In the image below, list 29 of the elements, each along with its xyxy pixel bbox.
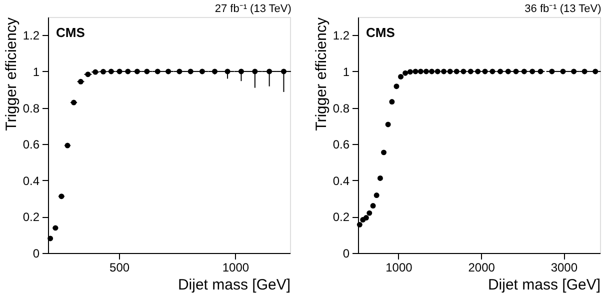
y-tick-label: 1 xyxy=(342,64,350,79)
chart-title: 36 fb⁻¹ (13 TeV) xyxy=(524,3,602,15)
y-tick-label: 0.4 xyxy=(332,174,350,188)
y-axis-title: Trigger efficiency xyxy=(2,17,20,131)
annotation: CMS xyxy=(366,25,396,40)
x-tick-label: 1000 xyxy=(222,260,250,274)
x-axis-title: Dijet mass [GeV] xyxy=(178,276,290,294)
y-tick-label: 0.8 xyxy=(332,101,350,116)
y-tick-label: 1.2 xyxy=(22,28,40,43)
chart-title: 27 fb⁻¹ (13 TeV) xyxy=(214,3,292,15)
y-tick-label: 0.6 xyxy=(332,138,350,152)
point xyxy=(48,236,54,242)
y-tick-label: 0 xyxy=(342,246,350,260)
y-axis-title: Trigger efficiency xyxy=(312,17,330,131)
y-tick-label: 0.4 xyxy=(22,174,40,188)
y-tick-label: 0.2 xyxy=(332,210,350,224)
point xyxy=(377,175,383,181)
y-tick-label: 0.8 xyxy=(22,101,40,116)
y-tick-label: 0.2 xyxy=(22,210,40,224)
x-tick-label: 1000 xyxy=(386,260,413,274)
y-tick-label: 0.6 xyxy=(22,138,40,152)
y-tick-label: 1 xyxy=(32,64,40,79)
annotation: CMS xyxy=(56,25,86,40)
x-axis-title: Dijet mass [GeV] xyxy=(488,276,600,294)
x-tick-label: 2000 xyxy=(468,260,496,274)
y-tick-label: 1.2 xyxy=(332,28,350,43)
y-tick-label: 0 xyxy=(32,246,40,260)
x-tick-label: 3000 xyxy=(550,260,578,274)
x-tick-label: 500 xyxy=(110,260,130,274)
